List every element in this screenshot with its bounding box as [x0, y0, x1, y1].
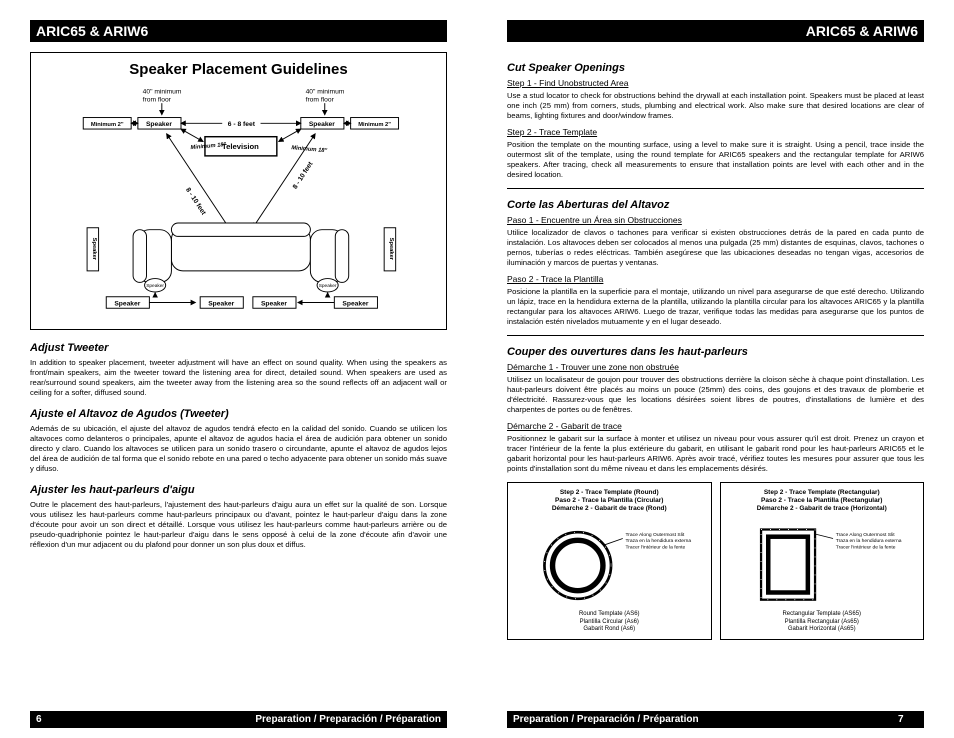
- paso1-body: Utilice localizador de clavos o tachones…: [507, 228, 924, 268]
- footer-text-left: Preparation / Preparación / Préparation: [255, 714, 441, 725]
- ajuster-title: Ajuster les haut-parleurs d'aigu: [30, 484, 447, 496]
- svg-text:Trace Along Outermost Slit: Trace Along Outermost Slit: [835, 532, 894, 538]
- dem2-body: Positionnez le gabarit sur la surface à …: [507, 434, 924, 474]
- svg-text:Trace Along Outermost Slit: Trace Along Outermost Slit: [625, 532, 684, 538]
- content-left: Speaker Placement Guidelines 40" minimum…: [30, 52, 447, 711]
- header-right: ARIC65 & ARIW6: [507, 20, 924, 42]
- dem1-title: Démarche 1 - Trouver une zone non obstru…: [507, 362, 924, 372]
- cut-openings-title: Cut Speaker Openings: [507, 62, 924, 74]
- adjust-tweeter-body: In addition to speaker placement, tweete…: [30, 358, 447, 398]
- svg-text:Speaker: Speaker: [261, 300, 287, 307]
- footer-text-right: Preparation / Preparación / Préparation: [513, 714, 699, 725]
- round-template-box: Step 2 - Trace Template (Round)Paso 2 - …: [507, 482, 712, 640]
- template-diagrams: Step 2 - Trace Template (Round)Paso 2 - …: [507, 482, 924, 640]
- svg-text:8 - 10 feet: 8 - 10 feet: [184, 187, 207, 217]
- svg-text:Television: Television: [222, 142, 259, 151]
- svg-text:Traza en la hendidura externa: Traza en la hendidura externa: [835, 538, 901, 544]
- page-left: ARIC65 & ARIW6 Speaker Placement Guideli…: [0, 0, 477, 738]
- step2-en-body: Position the template on the mounting su…: [507, 140, 924, 180]
- dem2-title: Démarche 2 - Gabarit de trace: [507, 421, 924, 431]
- step1-en-title: Step 1 - Find Unobstructed Area: [507, 78, 924, 88]
- svg-text:Speaker: Speaker: [319, 283, 337, 289]
- svg-text:Speaker: Speaker: [342, 300, 368, 307]
- svg-text:Speaker: Speaker: [114, 300, 140, 307]
- round-head: Step 2 - Trace Template (Round)Paso 2 - …: [514, 489, 705, 512]
- page-num-right: 7: [898, 714, 918, 725]
- svg-text:Speaker: Speaker: [146, 283, 164, 289]
- ajuster-body: Outre le placement des haut-parleurs, l'…: [30, 500, 447, 550]
- placement-svg: 40" minimum from floor 40" minimum from …: [41, 84, 436, 314]
- step1-en-body: Use a stud locator to check for obstruct…: [507, 91, 924, 121]
- svg-text:Speaker: Speaker: [91, 238, 97, 261]
- svg-text:Speaker: Speaker: [208, 300, 234, 307]
- placement-diagram: Speaker Placement Guidelines 40" minimum…: [30, 52, 447, 330]
- diagram-title: Speaker Placement Guidelines: [41, 61, 436, 78]
- paso1-title: Paso 1 - Encuentre un Área sin Obstrucci…: [507, 215, 924, 225]
- content-right: Cut Speaker Openings Step 1 - Find Unobs…: [507, 52, 924, 711]
- rect-caption: Rectangular Template (AS65)Plantilla Rec…: [727, 611, 918, 633]
- rect-template-box: Step 2 - Trace Template (Rectangular)Pas…: [720, 482, 925, 640]
- svg-text:Minimum 18": Minimum 18": [291, 145, 328, 154]
- forty-left: 40" minimum: [143, 89, 182, 96]
- svg-text:8 - 10 feet: 8 - 10 feet: [292, 160, 315, 190]
- svg-text:Speaker: Speaker: [146, 121, 172, 128]
- header-left: ARIC65 & ARIW6: [30, 20, 447, 42]
- dem1-body: Utilisez un localisateur de goujon pour …: [507, 375, 924, 415]
- ajuste-title: Ajuste el Altavoz de Agudos (Tweeter): [30, 408, 447, 420]
- ajuste-body: Además de su ubicación, el ajuste del al…: [30, 424, 447, 474]
- round-caption: Round Template (AS6)Plantilla Circular (…: [514, 611, 705, 633]
- divider-1: [507, 188, 924, 189]
- adjust-tweeter-title: Adjust Tweeter: [30, 342, 447, 354]
- svg-text:Traza en la hendidura externa: Traza en la hendidura externa: [625, 538, 691, 544]
- svg-text:from floor: from floor: [143, 96, 172, 103]
- svg-text:Minimum 2": Minimum 2": [91, 122, 124, 128]
- rect-svg: Trace Along Outermost Slit Traza en la h…: [727, 516, 918, 606]
- svg-text:Tracer l'intérieur de la fente: Tracer l'intérieur de la fente: [625, 545, 685, 551]
- divider-2: [507, 335, 924, 336]
- paso2-title: Paso 2 - Trace la Plantilla: [507, 274, 924, 284]
- step2-en-title: Step 2 - Trace Template: [507, 127, 924, 137]
- svg-text:Tracer l'intérieur de la fente: Tracer l'intérieur de la fente: [835, 545, 895, 551]
- svg-text:40" minimum: 40" minimum: [306, 89, 345, 96]
- page-right: ARIC65 & ARIW6 Cut Speaker Openings Step…: [477, 0, 954, 738]
- svg-text:Speaker: Speaker: [309, 121, 335, 128]
- svg-text:Minimum 2": Minimum 2": [358, 122, 391, 128]
- corte-title: Corte las Aberturas del Altavoz: [507, 199, 924, 211]
- svg-text:6 - 8 feet: 6 - 8 feet: [228, 121, 256, 128]
- svg-text:Speaker: Speaker: [388, 238, 394, 261]
- round-svg: Trace Along Outermost Slit Traza en la h…: [514, 516, 705, 606]
- svg-text:from floor: from floor: [306, 96, 335, 103]
- rect-head: Step 2 - Trace Template (Rectangular)Pas…: [727, 489, 918, 512]
- page-num-left: 6: [36, 714, 56, 725]
- footer-right: Preparation / Preparación / Préparation …: [507, 711, 924, 728]
- couper-title: Couper des ouvertures dans les haut-parl…: [507, 346, 924, 358]
- footer-left: 6 Preparation / Preparación / Préparatio…: [30, 711, 447, 728]
- paso2-body: Posicione la plantilla en la superficie …: [507, 287, 924, 327]
